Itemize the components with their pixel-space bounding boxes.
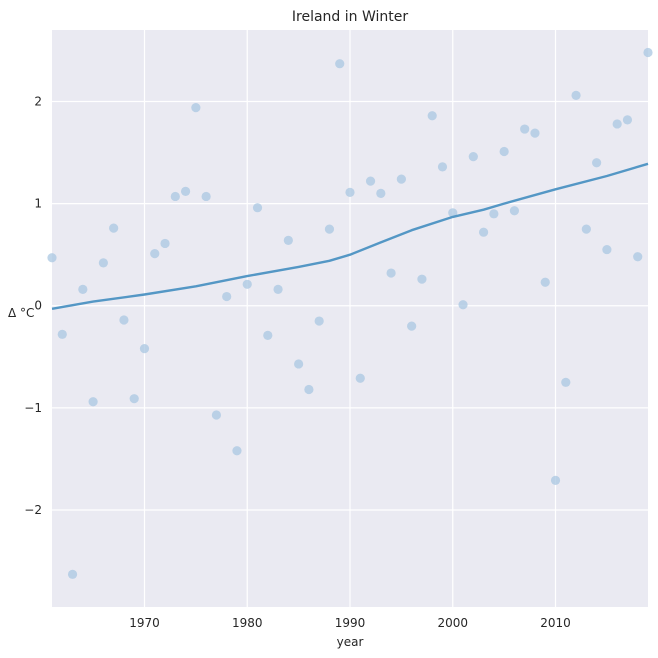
data-point [396,174,406,184]
data-point [119,315,129,325]
data-point [314,316,324,326]
data-point [191,103,201,113]
data-point [88,397,98,407]
data-point [98,258,108,268]
data-point [478,227,489,237]
x-tick-label: 1980 [232,616,263,630]
data-point [520,124,530,134]
data-point [530,128,540,138]
y-tick-label: 2 [34,94,42,108]
data-point [273,284,283,294]
x-tick-labels: 1970 1980 1990 2000 2010 [129,616,571,630]
data-point [448,208,458,218]
data-point [540,277,550,287]
x-tick-label: 2010 [540,616,571,630]
data-point [427,111,437,121]
data-point [345,187,355,197]
y-gridlines [52,100,648,511]
data-point [252,203,263,213]
chart-title: Ireland in Winter [292,9,408,25]
data-point [365,176,376,186]
data-point [643,47,653,58]
y-tick-labels: −2 −1 0 1 2 [24,94,42,516]
x-axis-label: year [337,635,364,649]
data-point [612,119,622,129]
y-tick-label: 1 [34,197,42,211]
data-point [263,330,273,340]
data-point [129,394,139,404]
data-point [180,186,191,196]
data-point [489,209,499,219]
data-point [335,59,345,69]
data-point [633,252,643,262]
data-point [67,569,78,579]
data-point [458,300,468,310]
data-point [222,291,232,302]
data-point [211,410,222,420]
x-tick-label: 2000 [437,616,468,630]
y-tick-label: −2 [24,503,42,517]
data-point [324,224,335,234]
data-point [592,158,602,168]
data-point [160,238,170,249]
data-point [201,191,211,202]
data-point [509,206,520,216]
data-point [232,446,242,456]
data-point [355,373,365,383]
y-tick-label: −1 [24,401,42,415]
trend-line [51,162,649,310]
data-point [294,359,304,369]
data-point [376,188,386,198]
data-point [109,223,119,233]
x-tick-label: 1990 [335,616,366,630]
data-point [242,279,252,289]
y-axis-label: Δ °C [8,306,34,320]
data-point [139,344,150,354]
data-point [78,284,88,294]
data-point [561,377,571,387]
data-point [386,268,396,278]
data-point [437,162,448,172]
data-point [283,235,293,245]
data-point [150,249,160,259]
data-point [499,146,509,157]
scatter-points [47,47,653,579]
data-point [602,244,612,255]
data-point [550,475,561,485]
x-gridlines [143,30,557,607]
x-tick-label: 1970 [129,616,160,630]
data-point [468,152,478,162]
data-point [57,329,67,339]
data-point [170,191,180,202]
data-point [304,384,314,395]
data-point [571,90,581,100]
data-point [407,321,417,331]
data-point [581,224,591,234]
data-point [622,115,633,125]
data-point [417,274,427,284]
data-point [47,253,57,263]
y-tick-label: 0 [34,299,42,313]
